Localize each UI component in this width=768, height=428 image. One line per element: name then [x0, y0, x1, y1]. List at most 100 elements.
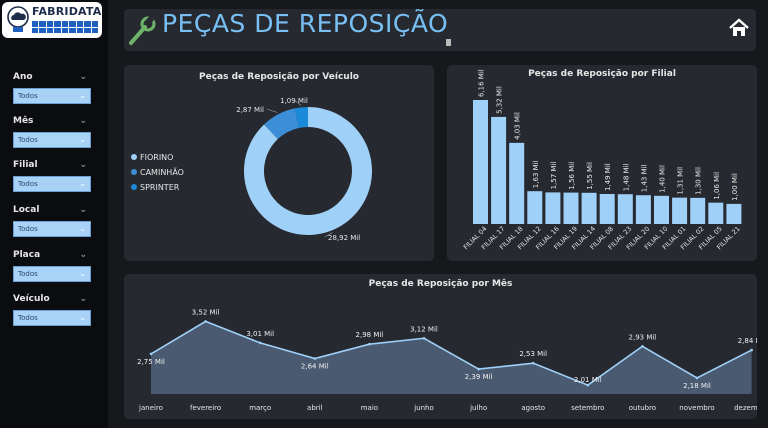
data-point[interactable] [695, 376, 699, 380]
bar[interactable] [563, 192, 579, 224]
bar[interactable] [599, 194, 615, 224]
filter-veiculo: Veículo ⌄ Todos ⌄ [13, 294, 91, 326]
legend-item-sprinter[interactable]: SPRINTER [140, 183, 180, 192]
bar-data-label: 6,16 Mil [478, 69, 486, 97]
veiculo-chart-card: Peças de Reposição por Veículo 28,92 Mil… [124, 65, 434, 261]
header-bar: PEÇAS DE REPOSIÇÃO [124, 9, 756, 51]
donut-slice-sprinter[interactable] [294, 107, 308, 128]
bar[interactable] [654, 195, 669, 224]
point-data-label: 2,75 Mil [137, 358, 165, 366]
slice-data-label: 2,87 Mil [236, 106, 264, 114]
data-point[interactable] [422, 336, 426, 340]
donut-chart: 28,92 Mil 2,87 Mil 1,09 Mil FIORINO CAMINHÃO… [131, 97, 372, 242]
mes-dropdown[interactable]: Todos ⌄ [13, 132, 91, 148]
ano-dropdown[interactable]: Todos ⌄ [13, 88, 91, 104]
wrench-icon [129, 15, 156, 45]
month-label: fevereiro [190, 404, 221, 412]
area-chart: 2,75 Mil janeiro 3,52 Mil fevereiro 3,01 Mil… [137, 308, 757, 412]
filter-label: Ano [13, 72, 33, 82]
bar[interactable] [672, 197, 688, 224]
slice-data-label: 1,09 Mil [280, 97, 308, 105]
data-point[interactable] [368, 342, 371, 346]
chevron-down-icon: ⌄ [79, 224, 86, 233]
data-point[interactable] [477, 367, 480, 371]
chart-title: Peças de Reposição por Filial [528, 69, 676, 79]
chevron-down-icon[interactable]: ⌄ [79, 294, 87, 304]
page-title: PEÇAS DE REPOSIÇÃO [162, 9, 449, 38]
data-point[interactable] [531, 361, 535, 365]
cloud-icon [7, 6, 29, 32]
filter-label: Placa [13, 250, 41, 260]
point-data-label: 2,39 Mil [465, 373, 493, 381]
local-dropdown[interactable]: Todos ⌄ [13, 221, 91, 237]
month-label: maio [361, 404, 378, 412]
bar-data-label: 1,57 Mil [550, 162, 558, 190]
data-point[interactable] [641, 344, 644, 348]
page-indicator [446, 39, 451, 46]
chevron-down-icon[interactable]: ⌄ [79, 116, 87, 126]
month-label: julho [469, 404, 487, 412]
chevron-down-icon[interactable]: ⌄ [79, 205, 87, 215]
legend-marker [131, 169, 137, 175]
filter-filial: Filial ⌄ Todos ⌄ [13, 160, 91, 192]
series-line[interactable] [150, 320, 752, 387]
month-label: setembro [571, 404, 604, 412]
data-point[interactable] [586, 383, 590, 387]
point-data-label: 2,18 Mil [683, 382, 711, 390]
bar-data-label: 1,55 Mil [586, 162, 594, 190]
legend-item-fiorino[interactable]: FIORINO [140, 153, 173, 162]
point-data-label: 2,01 Mil [574, 376, 602, 384]
point-data-label: 2,98 Mil [356, 331, 384, 339]
filial-dropdown[interactable]: Todos ⌄ [13, 176, 91, 192]
slice-data-label: 28,92 Mil [328, 234, 360, 242]
bar-data-label: 1,40 Mil [659, 165, 667, 193]
filter-ano: Ano ⌄ Todos ⌄ [13, 72, 91, 104]
bar-data-label: 4,03 Mil [514, 112, 522, 140]
bar[interactable] [509, 142, 525, 224]
leader-line [266, 108, 278, 113]
bar[interactable] [581, 192, 597, 224]
donut-slice-fiorino[interactable] [244, 107, 372, 235]
donut-slice-caminhão[interactable] [264, 108, 299, 140]
chart-title: Peças de Reposição por Mês [368, 279, 513, 289]
data-point[interactable] [258, 341, 262, 345]
leader-line [293, 99, 302, 106]
filter-local: Local ⌄ Todos ⌄ [13, 205, 91, 237]
home-icon[interactable] [728, 17, 750, 39]
data-point[interactable] [149, 352, 153, 356]
month-label: outubro [629, 404, 656, 412]
placa-dropdown[interactable]: Todos ⌄ [13, 266, 91, 282]
data-point[interactable] [204, 320, 207, 323]
bar[interactable] [708, 202, 724, 224]
month-label: novembro [679, 404, 714, 412]
chevron-down-icon[interactable]: ⌄ [79, 160, 87, 170]
filter-label: Filial [13, 160, 38, 170]
bar[interactable] [527, 191, 543, 224]
bar[interactable] [635, 195, 651, 224]
bar-data-label: 1,49 Mil [604, 163, 612, 191]
legend-item-caminhão[interactable]: CAMINHÃO [140, 167, 184, 177]
bar[interactable] [726, 203, 742, 224]
bar-data-label: 1,48 Mil [622, 163, 630, 191]
logo-grid [32, 21, 98, 33]
bar[interactable] [473, 100, 488, 224]
chevron-down-icon: ⌄ [79, 91, 86, 100]
logo-text: FABRIDATA [32, 5, 102, 18]
month-label: abril [307, 404, 323, 412]
filter-label: Veículo [13, 294, 50, 304]
bar-data-label: 5,32 Mil [496, 86, 504, 114]
bar[interactable] [545, 192, 561, 224]
data-point[interactable] [313, 357, 317, 360]
bar-data-label: 1,43 Mil [640, 164, 648, 192]
bar-data-label: 1,31 Mil [677, 167, 685, 195]
legend-marker [131, 184, 137, 190]
data-point[interactable] [750, 348, 753, 352]
veiculo-dropdown[interactable]: Todos ⌄ [13, 310, 91, 326]
chevron-down-icon[interactable]: ⌄ [79, 72, 87, 82]
chart-title: Peças de Reposição por Veículo [199, 72, 359, 82]
bar[interactable] [491, 116, 507, 224]
bar[interactable] [690, 197, 706, 224]
bar[interactable] [617, 194, 633, 224]
chevron-down-icon[interactable]: ⌄ [79, 250, 87, 260]
